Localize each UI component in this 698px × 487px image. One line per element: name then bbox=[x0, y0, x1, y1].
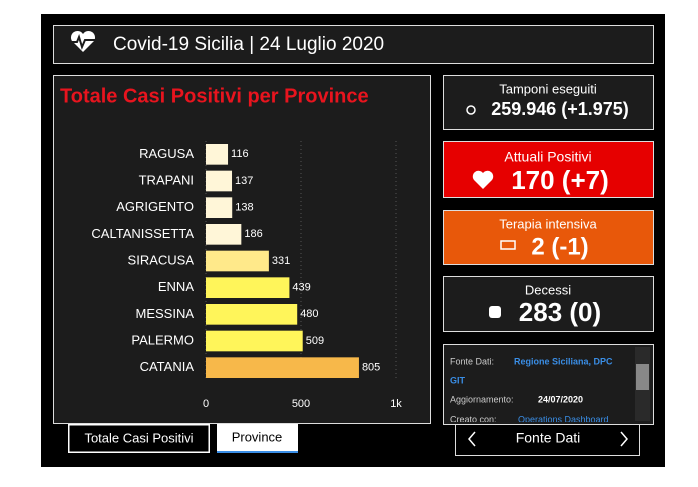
card-label: Terapia intensiva bbox=[499, 216, 597, 231]
bar bbox=[206, 224, 242, 245]
header-title: Covid-19 Sicilia | 24 Luglio 2020 bbox=[113, 34, 384, 55]
icon bbox=[489, 306, 501, 318]
card-value: 283 (0) bbox=[519, 297, 601, 327]
category-label: AGRIGENTO bbox=[116, 199, 194, 214]
value-label: 331 bbox=[272, 255, 290, 267]
category-label: PALERMO bbox=[131, 332, 194, 347]
info-link[interactable]: GIT bbox=[450, 375, 466, 385]
value-label: 138 bbox=[235, 202, 253, 214]
nav-label: Fonte Dati bbox=[516, 430, 581, 446]
card bbox=[443, 141, 654, 198]
category-label: SIRACUSA bbox=[128, 252, 195, 267]
x-tick-label: 500 bbox=[292, 398, 310, 410]
category-label: TRAPANI bbox=[139, 172, 194, 187]
bar bbox=[206, 330, 303, 352]
icon bbox=[466, 105, 476, 115]
scroll-thumb[interactable] bbox=[636, 364, 649, 390]
value-label: 480 bbox=[300, 308, 318, 320]
nav-bar bbox=[455, 424, 640, 456]
bar bbox=[206, 197, 233, 218]
info-link[interactable]: Operations Dashboard bbox=[518, 414, 609, 424]
nav-next[interactable] bbox=[620, 431, 628, 447]
card bbox=[443, 276, 654, 332]
value-label: 137 bbox=[235, 175, 253, 187]
value-label: 509 bbox=[306, 335, 324, 347]
category-label: CATANIA bbox=[140, 359, 195, 374]
category-label: RAGUSA bbox=[139, 146, 194, 161]
card-value: 170 (+7) bbox=[511, 165, 609, 195]
bar bbox=[206, 144, 229, 165]
value-label: 116 bbox=[231, 148, 249, 160]
x-tick-label: 1k bbox=[390, 398, 402, 410]
bar bbox=[206, 357, 359, 378]
tab-label[interactable]: Totale Casi Positivi bbox=[84, 430, 193, 445]
info-link[interactable]: Regione Siciliana, DPC bbox=[514, 356, 613, 366]
icon bbox=[472, 170, 494, 189]
card-label: Tamponi eseguiti bbox=[499, 81, 597, 96]
icon bbox=[500, 240, 516, 250]
x-tick-label: 0 bbox=[203, 398, 209, 410]
card bbox=[443, 75, 654, 130]
card bbox=[443, 210, 654, 265]
category-label: ENNA bbox=[158, 279, 194, 294]
tab-label[interactable]: Province bbox=[232, 429, 283, 444]
heart-icon bbox=[70, 30, 96, 52]
card-value: 259.946 (+1.975) bbox=[491, 99, 629, 119]
category-label: MESSINA bbox=[135, 306, 194, 321]
tab-active[interactable] bbox=[217, 424, 298, 453]
bar bbox=[206, 250, 269, 272]
info-value: 24/07/2020 bbox=[538, 394, 583, 404]
value-label: 186 bbox=[244, 228, 262, 240]
value-label: 439 bbox=[292, 282, 310, 294]
pulse-icon bbox=[69, 33, 97, 50]
card-label: Decessi bbox=[525, 282, 571, 297]
tab-underline bbox=[217, 451, 298, 453]
chart-title: Totale Casi Positivi per Province bbox=[60, 85, 369, 107]
card-value: 2 (-1) bbox=[531, 233, 588, 260]
category-label: CALTANISSETTA bbox=[91, 226, 194, 241]
bar bbox=[206, 277, 290, 298]
header bbox=[53, 25, 654, 64]
info-label: Fonte Dati: bbox=[450, 356, 494, 366]
nav-prev[interactable] bbox=[468, 431, 476, 447]
info-label: Aggiornamento: bbox=[450, 394, 514, 404]
info-label: Creato con: bbox=[450, 414, 497, 424]
tab-inner bbox=[69, 425, 209, 452]
info-panel bbox=[443, 344, 654, 425]
bar bbox=[206, 170, 233, 192]
bar bbox=[206, 304, 298, 325]
card-label: Attuali Positivi bbox=[504, 149, 591, 165]
value-label: 805 bbox=[362, 362, 380, 374]
